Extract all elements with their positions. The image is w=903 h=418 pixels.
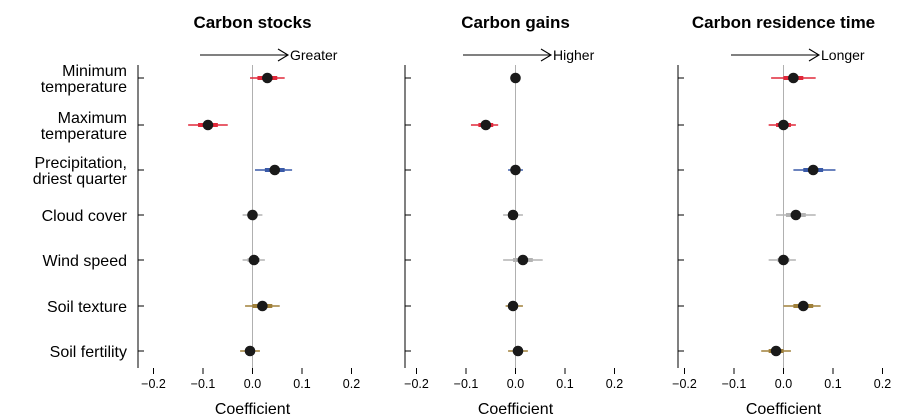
- point-precipitation-driest-quarter: [510, 164, 521, 176]
- x-tick-label: −0.2: [404, 377, 429, 391]
- point-minimum-temperature: [788, 72, 799, 84]
- point-cloud-cover: [507, 209, 519, 221]
- row-label-soil-texture: Soil texture: [47, 299, 127, 316]
- x-tick-label: −0.2: [672, 377, 697, 391]
- point-precipitation-driest-quarter: [269, 164, 281, 176]
- direction-arrowhead: [808, 48, 821, 62]
- x-tick-label: 0.0: [775, 377, 792, 391]
- x-tick-label: 0.2: [343, 377, 360, 391]
- direction-arrowhead: [540, 48, 553, 62]
- x-tick-label: −0.1: [454, 377, 479, 391]
- point-wind-speed: [517, 254, 529, 266]
- x-tick-label: 0.0: [244, 377, 261, 391]
- direction-label: Longer: [821, 47, 865, 63]
- x-tick-label: 0.1: [824, 377, 841, 391]
- row-label-soil-fertility: Soil fertility: [50, 344, 127, 361]
- row-label-wind-speed: Wind speed: [43, 253, 128, 270]
- point-soil-fertility: [244, 345, 256, 357]
- x-tick-label: 0.2: [874, 377, 891, 391]
- panel-title: Carbon gains: [461, 13, 570, 32]
- point-maximum-temperature: [480, 119, 492, 131]
- panel-carbon-stocks: Carbon stocks Greater −0.2 −0.1 0.0 0.1 0.2 Coe…: [137, 13, 360, 418]
- x-tick-label: −0.1: [191, 377, 216, 391]
- x-tick-label: 0.1: [293, 377, 310, 391]
- row-label-precipitation-driest-quarter: Precipitation, driest quarter: [33, 155, 128, 188]
- direction-label: Greater: [290, 47, 338, 63]
- row-label-cloud-cover: Cloud cover: [42, 208, 128, 225]
- row-label-maximum-temperature: Maximum temperature: [41, 110, 127, 143]
- point-soil-fertility: [770, 345, 782, 357]
- point-precipitation-driest-quarter: [807, 164, 819, 176]
- point-wind-speed: [248, 254, 260, 266]
- x-axis-label: Coefficient: [746, 401, 822, 418]
- point-cloud-cover: [790, 209, 802, 221]
- point-maximum-temperature: [202, 119, 214, 131]
- x-tick-label: −0.1: [722, 377, 747, 391]
- direction-label: Higher: [553, 47, 595, 63]
- x-tick-label: 0.0: [507, 377, 524, 391]
- point-soil-fertility: [512, 345, 524, 357]
- point-cloud-cover: [247, 209, 258, 221]
- point-soil-texture: [507, 300, 519, 312]
- point-minimum-temperature: [262, 72, 273, 84]
- point-soil-texture: [798, 300, 809, 312]
- x-tick-label: −0.2: [141, 377, 166, 391]
- point-minimum-temperature: [510, 72, 521, 84]
- point-wind-speed: [778, 254, 789, 266]
- x-axis-label: Coefficient: [478, 401, 554, 418]
- x-tick-label: 0.1: [556, 377, 573, 391]
- point-soil-texture: [257, 300, 268, 312]
- panel-carbon-residence-time: Carbon residence time Longer −0.2 −0.1 0.0 0.…: [672, 13, 891, 418]
- row-label-minimum-temperature: Minimum temperature: [41, 63, 127, 96]
- x-axis-label: Coefficient: [215, 401, 291, 418]
- panel-carbon-gains: Carbon gains Higher −0.2 −0.1 0.0 0.1 0.2 Coeff…: [404, 13, 623, 418]
- direction-arrowhead: [277, 48, 290, 62]
- panel-title: Carbon residence time: [692, 13, 875, 32]
- x-tick-label: 0.2: [606, 377, 623, 391]
- panel-title: Carbon stocks: [193, 13, 311, 32]
- point-maximum-temperature: [778, 119, 789, 131]
